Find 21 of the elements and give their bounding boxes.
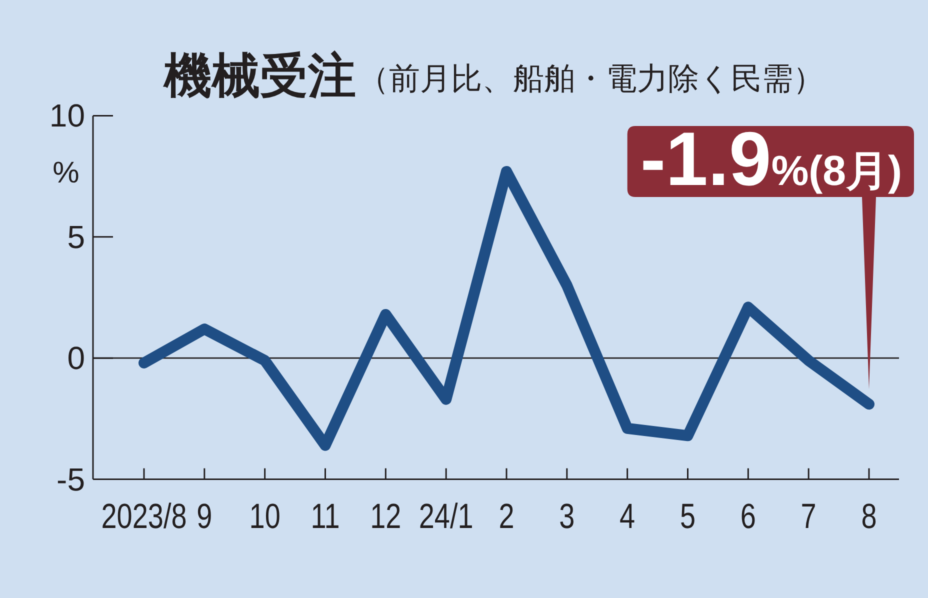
y-tick-label: -5 xyxy=(56,461,85,498)
x-tick-label: 5 xyxy=(680,496,696,536)
chart-title: 機械受注 xyxy=(162,50,356,103)
x-tick-label: 2 xyxy=(498,496,514,536)
x-tick-label: 2023/8 xyxy=(101,496,187,536)
x-tick-label: 12 xyxy=(370,496,402,536)
x-tick-label: 3 xyxy=(559,496,575,536)
x-tick-label: 9 xyxy=(196,496,212,536)
x-tick-label: 8 xyxy=(861,496,877,536)
x-tick-label: 6 xyxy=(740,496,756,536)
chart-subtitle: （前月比、船舶・電力除く民需） xyxy=(358,61,824,96)
y-tick-label: 0 xyxy=(67,340,85,376)
y-tick-label: 5 xyxy=(67,218,85,255)
x-tick-label: 24/1 xyxy=(418,496,474,536)
x-tick-label: 10 xyxy=(249,496,280,536)
x-tick-label: 4 xyxy=(620,496,636,536)
annotation: -1.9%(8月) xyxy=(640,117,902,202)
x-tick-label: 7 xyxy=(800,496,816,536)
y-tick-label: 10 xyxy=(49,98,85,134)
x-tick-label: 11 xyxy=(310,496,340,536)
y-axis-title: % xyxy=(52,156,80,190)
